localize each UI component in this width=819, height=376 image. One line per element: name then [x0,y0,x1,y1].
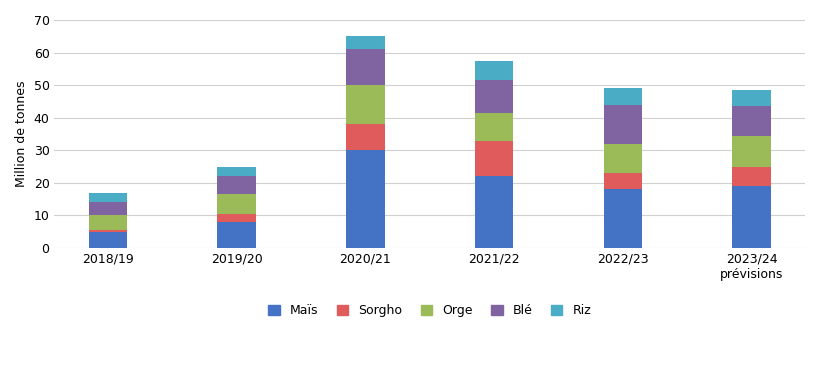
Bar [217,194,256,214]
Bar [88,193,127,202]
Bar [474,80,513,113]
Bar [346,150,384,248]
Bar [474,141,513,176]
Bar [474,176,513,248]
Bar [474,113,513,141]
Bar [346,124,384,150]
Bar [731,136,770,167]
Bar [346,85,384,124]
Bar [217,176,256,194]
Bar [731,90,770,106]
Bar [603,144,641,173]
Bar [603,190,641,248]
Bar [217,214,256,222]
Bar [731,106,770,136]
Y-axis label: Million de tonnes: Million de tonnes [15,81,28,187]
Bar [88,202,127,215]
Bar [88,215,127,230]
Bar [217,222,256,248]
Bar [603,88,641,105]
Bar [88,230,127,232]
Bar [603,173,641,190]
Bar [731,167,770,186]
Bar [217,167,256,176]
Bar [731,186,770,248]
Bar [346,49,384,85]
Legend: Maïs, Sorgho, Orge, Blé, Riz: Maïs, Sorgho, Orge, Blé, Riz [268,305,590,317]
Bar [346,36,384,49]
Bar [474,61,513,80]
Bar [88,232,127,248]
Bar [603,105,641,144]
